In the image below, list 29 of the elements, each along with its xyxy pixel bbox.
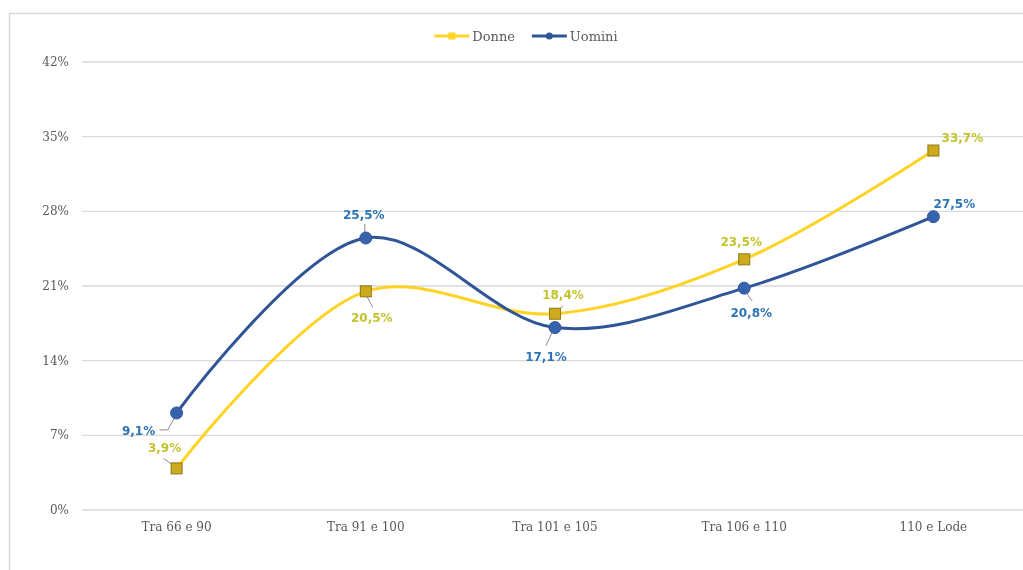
data-label: 33,7% [941, 130, 984, 145]
y-tick-label: 0% [49, 503, 69, 517]
y-tick-label: 35% [42, 129, 69, 144]
point [548, 321, 562, 335]
y-tick-label: 42% [42, 55, 69, 69]
y-tick-label: 28% [42, 204, 69, 219]
point [737, 281, 751, 295]
data-label: 18,4% [542, 287, 584, 302]
x-tick-label: Tra 66 e 90 [141, 520, 212, 534]
x-tick-label: 110 e Lode [899, 520, 968, 534]
data-label: 17,1% [525, 349, 567, 364]
data-label: 9,1% [121, 423, 156, 438]
data-label: 25,5% [342, 208, 385, 222]
data-label: 20,8% [730, 306, 773, 321]
point [359, 231, 373, 245]
data-label: 20,5% [350, 311, 393, 326]
legend-label: Donne [472, 28, 516, 44]
data-label: 3,9% [147, 441, 182, 456]
data-label: 23,5% [720, 235, 763, 250]
data-label: 27,5% [933, 196, 976, 211]
y-tick-label: 7% [49, 428, 69, 443]
x-tick-label: Tra 106 e 110 [701, 520, 787, 534]
point [926, 210, 940, 224]
x-tick-label: Tra 101 e 105 [512, 520, 598, 534]
y-tick-label: 14% [42, 353, 69, 368]
legend-label: Uomini [569, 28, 618, 44]
x-tick-label: Tra 91 e 100 [326, 520, 405, 534]
y-tick-label: 21% [42, 279, 69, 293]
point [170, 406, 184, 420]
